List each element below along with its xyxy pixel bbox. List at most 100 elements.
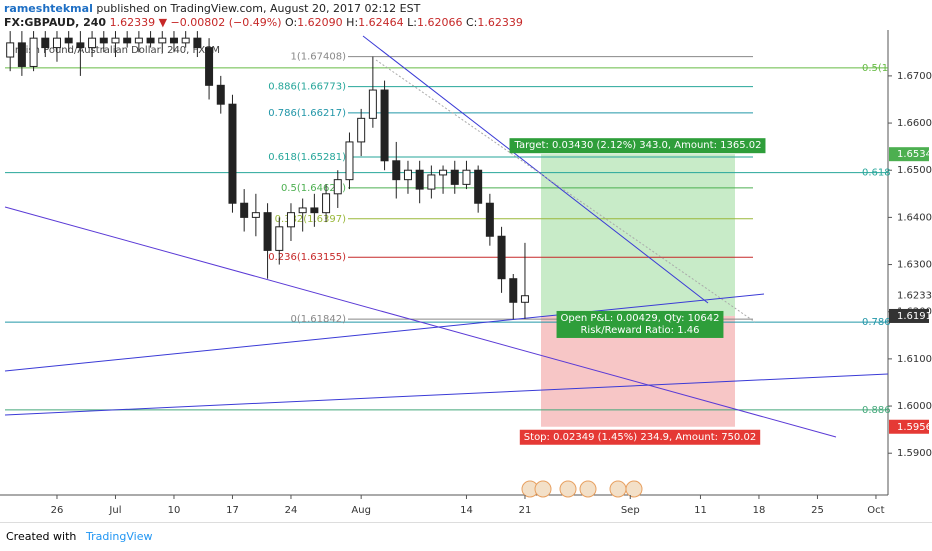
fib-long-label: 0.5(1: [862, 63, 888, 74]
fib-long-label: 0.618: [862, 168, 891, 179]
price-tag: [889, 308, 929, 323]
candle-body: [88, 37, 97, 49]
fib-label: 0.382(1.6397): [275, 214, 347, 225]
candle-body: [427, 174, 436, 190]
header: rameshtekmal published on TradingView.co…: [4, 2, 523, 30]
trend-line: [375, 59, 756, 323]
quote-value: 1.62066: [417, 16, 463, 29]
quote-line: FX:GBPAUD, 240 1.62339 ▼ −0.00802 (−0.49…: [4, 16, 523, 30]
quote-value: 1.62339: [477, 16, 523, 29]
candle-body: [181, 37, 190, 44]
candle-body: [205, 47, 214, 86]
x-tick-label: 24: [285, 505, 298, 516]
candle-body: [146, 37, 155, 44]
y-tick-label: 1.64000: [897, 212, 932, 223]
entry-box: [556, 310, 724, 338]
quote-label: H:: [346, 16, 359, 29]
price-tag-label: 1.59561: [897, 422, 932, 433]
quote-value: 1.62464: [358, 16, 404, 29]
candle-body: [392, 160, 401, 181]
candle-body: [169, 37, 178, 44]
created-with: Created with: [6, 530, 77, 543]
price-tag: [889, 147, 929, 162]
price-tag-label: 1.65340: [897, 149, 932, 160]
candle-body: [76, 42, 85, 49]
y-tick-label: 1.63000: [897, 260, 932, 271]
chart: British Pound/Australian Dollar, 240, FX…: [0, 30, 932, 522]
candle-body: [216, 84, 225, 105]
trend-line: [4, 373, 889, 416]
candle-body: [439, 169, 448, 176]
candle-body: [251, 212, 260, 218]
candle-body: [158, 37, 167, 44]
price-axis-bg: [888, 30, 932, 522]
candle-body: [322, 193, 331, 214]
last: 1.62339: [109, 16, 156, 29]
candle-body: [29, 37, 38, 67]
fib-label: 0.618(1.65281): [268, 152, 346, 163]
fib-label: 0.886(1.66773): [268, 82, 346, 93]
candle-body: [345, 141, 354, 181]
candle-body: [17, 42, 26, 67]
candle-body: [99, 37, 108, 44]
event-icons: [521, 480, 643, 498]
y-tick-label: 1.66000: [897, 118, 932, 129]
arrow: ▼: [158, 16, 168, 29]
target-zone: [541, 154, 735, 316]
candle-body: [357, 117, 366, 143]
candle-body: [415, 169, 424, 190]
quote-label: O:: [285, 16, 298, 29]
y-tick-label: 1.65000: [897, 165, 932, 176]
price-tag-label: 1.61910: [897, 311, 932, 322]
quote-label: C:: [466, 16, 478, 29]
entry-label: Open P&L: 0.00429, Qty: 10642: [561, 313, 720, 324]
candle-body: [193, 37, 202, 49]
candle-body: [380, 89, 389, 162]
fib-long-label: 0.886: [862, 405, 891, 416]
target-label-box: [509, 138, 766, 154]
target-label: Target: 0.03430 (2.12%) 343.0, Amount: 1…: [514, 140, 762, 151]
symbol: FX:GBPAUD, 240: [4, 16, 107, 29]
author: rameshtekmal: [4, 2, 93, 15]
candle-body: [333, 179, 342, 195]
x-tick-label: 26: [51, 505, 64, 516]
trend-line: [4, 293, 765, 372]
candle-body: [485, 202, 494, 237]
fib-label: 0.5(1.64625): [281, 183, 346, 194]
candle-body: [462, 169, 471, 185]
x-tick-label: 14: [460, 505, 473, 516]
candle-body: [450, 169, 459, 185]
candle-body: [64, 37, 73, 44]
candle-body: [41, 37, 50, 49]
chart-title: British Pound/Australian Dollar, 240, FX…: [8, 45, 220, 56]
x-tick-label: 21: [519, 505, 532, 516]
candle-body: [520, 295, 529, 303]
fib-label: 0.786(1.66217): [268, 108, 346, 119]
x-tick-label: Jul: [108, 505, 121, 516]
x-tick-label: 25: [811, 505, 824, 516]
y-tick-label: 1.59000: [897, 448, 932, 459]
candle-body: [52, 37, 61, 49]
candle-body: [240, 202, 249, 218]
stop-label: Stop: 0.02349 (1.45%) 234.9, Amount: 750…: [524, 432, 756, 443]
x-tick-label: 10: [168, 505, 181, 516]
candle-body: [275, 226, 284, 251]
change: −0.00802 (−0.49%): [170, 16, 282, 29]
candle-body: [228, 103, 237, 204]
published: published on TradingView.com, August 20,…: [96, 2, 421, 15]
candle-body: [298, 207, 307, 214]
trend-line: [362, 35, 709, 304]
y-tick-label: 1.67000: [897, 71, 932, 82]
candle-body: [111, 37, 120, 44]
footer: Created with TradingView: [0, 522, 932, 551]
x-tick-label: Sep: [621, 505, 640, 516]
quote-value: 1.62090: [297, 16, 343, 29]
x-tick-label: 11: [694, 505, 707, 516]
price-tag-label: 1.62339: [897, 291, 932, 302]
candle-body: [286, 212, 295, 228]
ratio-label: Risk/Reward Ratio: 1.46: [580, 325, 699, 336]
candle-body: [263, 212, 272, 251]
fib-label: 1(1.67408): [290, 52, 346, 63]
x-tick-label: 18: [753, 505, 766, 516]
